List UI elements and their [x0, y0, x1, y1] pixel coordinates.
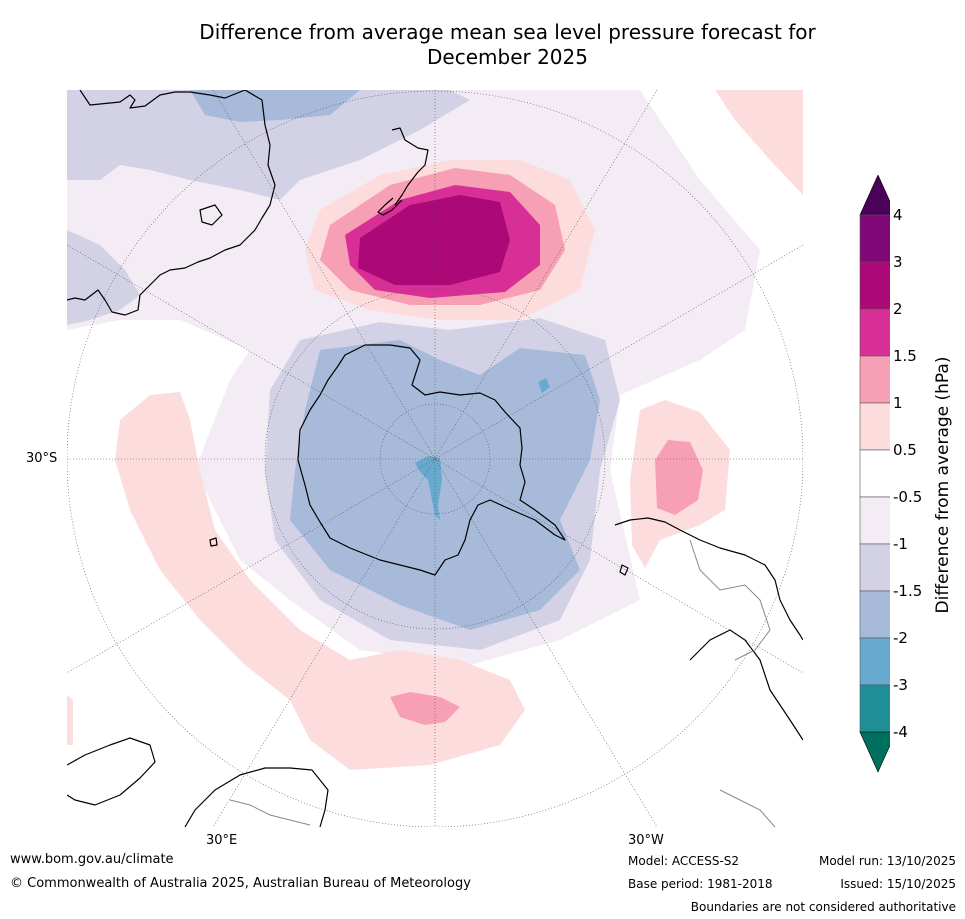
anomaly-region-lavender-north [67, 90, 470, 200]
colorbar-tick-label: -4 [893, 723, 908, 741]
longitude-label-30w: 30°W [628, 833, 664, 848]
colorbar-tick-label: -3 [893, 676, 908, 694]
anomaly-region-pink-northeast [715, 90, 803, 195]
graticule [67, 90, 803, 827]
colorbar-tick-label: -1 [893, 535, 908, 553]
latitude-label-30s: 30°S [26, 451, 58, 466]
colorbar-level-box [859, 214, 890, 263]
coastlines [67, 90, 803, 827]
colorbar [859, 175, 890, 773]
colorbar-level-box [859, 449, 890, 498]
anomaly-region-lavender-west [67, 230, 140, 325]
colorbar-level-box [859, 543, 890, 592]
coastline-tasmania [199, 204, 223, 226]
colorbar-extend-max [859, 175, 890, 216]
colorbar-level-box [859, 590, 890, 639]
footer-issued: Issued: 15/10/2025 [840, 877, 956, 891]
colorbar-level-box [859, 684, 890, 733]
anomaly-region-pink-band [390, 692, 460, 725]
anomaly-region-light-pink-band [115, 392, 525, 770]
coastline-new-zealand-north [391, 127, 429, 206]
anomaly-region-blue-spot [538, 378, 550, 393]
anomaly-region-purple-north [358, 195, 510, 285]
footer-base-period: Base period: 1981-2018 [628, 877, 773, 891]
colorbar-tick-label: 1.5 [893, 347, 917, 365]
colorbar-level-box [859, 308, 890, 357]
coastline-island-east [619, 564, 629, 576]
footer-disclaimer: Boundaries are not considered authoritat… [690, 900, 956, 914]
colorbar-tick-label: 1 [893, 394, 903, 412]
coastline-africa-east [184, 767, 329, 827]
coastline-antarctica [297, 344, 566, 576]
title-line-2: December 2025 [427, 45, 588, 69]
colorbar-title: Difference from average (hPa) [933, 356, 953, 614]
coastline-south-america [614, 517, 803, 641]
coastline-south-america-inner [689, 629, 803, 741]
title-line-1: Difference from average mean sea level p… [199, 20, 816, 44]
colorbar-tick-label: 4 [893, 206, 903, 224]
footer-model-run: Model run: 13/10/2025 [818, 854, 956, 868]
colorbar-tick-label: 2 [893, 300, 903, 318]
coastline-new-zealand-south [377, 197, 403, 216]
colorbar-tick-label: 0.5 [893, 441, 917, 459]
colorbar-tick-label: -0.5 [893, 488, 923, 506]
anomaly-region-blue-south [290, 340, 600, 630]
colorbar-tick-label: -1.5 [893, 582, 923, 600]
anomaly-region-pink-edge [67, 695, 73, 745]
anomaly-region-blue-north [190, 90, 360, 122]
colorbar-level-box [859, 496, 890, 545]
colorbar-tick-label: 3 [893, 253, 903, 271]
colorbar-level-box [859, 637, 890, 686]
colorbar-level-box [859, 355, 890, 404]
coastline-africa [67, 737, 156, 806]
colorbar-tick-label: -2 [893, 629, 908, 647]
colorbar-extend-min [859, 731, 890, 773]
colorbar-level-box [859, 261, 890, 310]
footer-website: www.bom.gov.au/climate [10, 852, 174, 867]
coastline-australia [67, 90, 276, 316]
colorbar-level-box [859, 402, 890, 451]
longitude-label-30e: 30°E [206, 833, 238, 848]
coastline-island-south [209, 537, 218, 547]
footer-model: Model: ACCESS-S2 [628, 854, 740, 868]
footer-copyright: © Commonwealth of Australia 2025, Austra… [10, 876, 471, 891]
chart-title: Difference from average mean sea level p… [60, 20, 955, 70]
